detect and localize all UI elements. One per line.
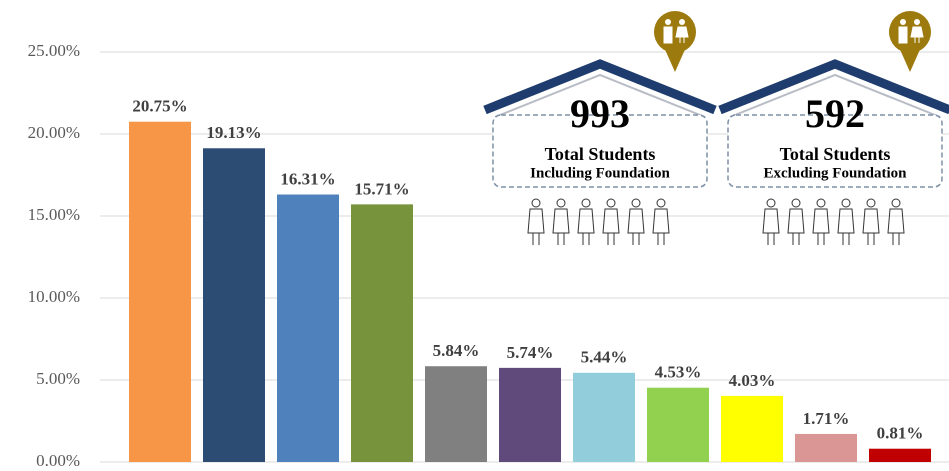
pin (654, 11, 696, 53)
person-icon (837, 208, 855, 245)
data-label: 5.44% (581, 348, 628, 367)
person-icon (887, 208, 905, 245)
person-icon (787, 208, 805, 245)
card-title: Total Students (545, 144, 656, 164)
card-number: 993 (570, 91, 630, 136)
pin-icon (679, 19, 685, 25)
person-icon (841, 198, 851, 208)
bar (129, 121, 191, 462)
data-label: 4.03% (729, 371, 776, 390)
data-label: 5.84% (433, 341, 480, 360)
card-box (492, 114, 708, 188)
bar (351, 204, 413, 462)
person-icon (552, 208, 570, 245)
data-label: 0.81% (877, 424, 924, 443)
person-icon (791, 198, 801, 208)
pin-icon (665, 19, 671, 25)
person-icon (766, 198, 776, 208)
card-box (727, 114, 943, 188)
data-label: 15.71% (354, 179, 409, 198)
card-number: 592 (805, 91, 865, 136)
bar (499, 367, 561, 462)
person-icon (581, 198, 591, 208)
bar (573, 372, 635, 462)
person-icon (631, 198, 641, 208)
person-icon (556, 198, 566, 208)
y-tick-label: 5.00% (36, 369, 80, 388)
roof-inner (729, 73, 941, 118)
person-icon (762, 208, 780, 245)
person-icon (627, 208, 645, 245)
bar (647, 387, 709, 462)
data-label: 19.13% (206, 123, 261, 142)
pin-icon (898, 26, 924, 44)
pin (889, 11, 931, 53)
bar (869, 448, 931, 462)
bar (795, 433, 857, 462)
pin-icon (914, 19, 920, 25)
data-label: 5.74% (507, 343, 554, 362)
person-icon (656, 198, 666, 208)
card-subtitle: Including Foundation (530, 165, 670, 181)
person-icon (816, 198, 826, 208)
y-tick-label: 0.00% (36, 451, 80, 470)
pin-icon (900, 19, 906, 25)
data-label: 16.31% (280, 169, 335, 188)
y-tick-label: 25.00% (28, 41, 80, 60)
roof-inner (494, 73, 706, 118)
y-tick-label: 10.00% (28, 287, 80, 306)
person-icon (602, 208, 620, 245)
card-subtitle: Excluding Foundation (764, 165, 908, 181)
bar (425, 366, 487, 462)
person-icon (577, 208, 595, 245)
bar (721, 395, 783, 462)
person-icon (531, 198, 541, 208)
pin-icon (663, 26, 689, 44)
person-icon (862, 208, 880, 245)
data-label: 4.53% (655, 363, 702, 382)
bar (203, 148, 265, 462)
data-label: 20.75% (132, 97, 187, 116)
person-icon (812, 208, 830, 245)
roof (718, 59, 949, 115)
data-label: 1.71% (803, 409, 850, 428)
person-icon (527, 208, 545, 245)
person-icon (866, 198, 876, 208)
person-icon (606, 198, 616, 208)
bar (277, 194, 339, 463)
person-icon (891, 198, 901, 208)
person-icon (652, 208, 670, 245)
roof (483, 59, 717, 115)
y-tick-label: 15.00% (28, 205, 80, 224)
y-tick-label: 20.00% (28, 123, 80, 142)
card-title: Total Students (780, 144, 891, 164)
